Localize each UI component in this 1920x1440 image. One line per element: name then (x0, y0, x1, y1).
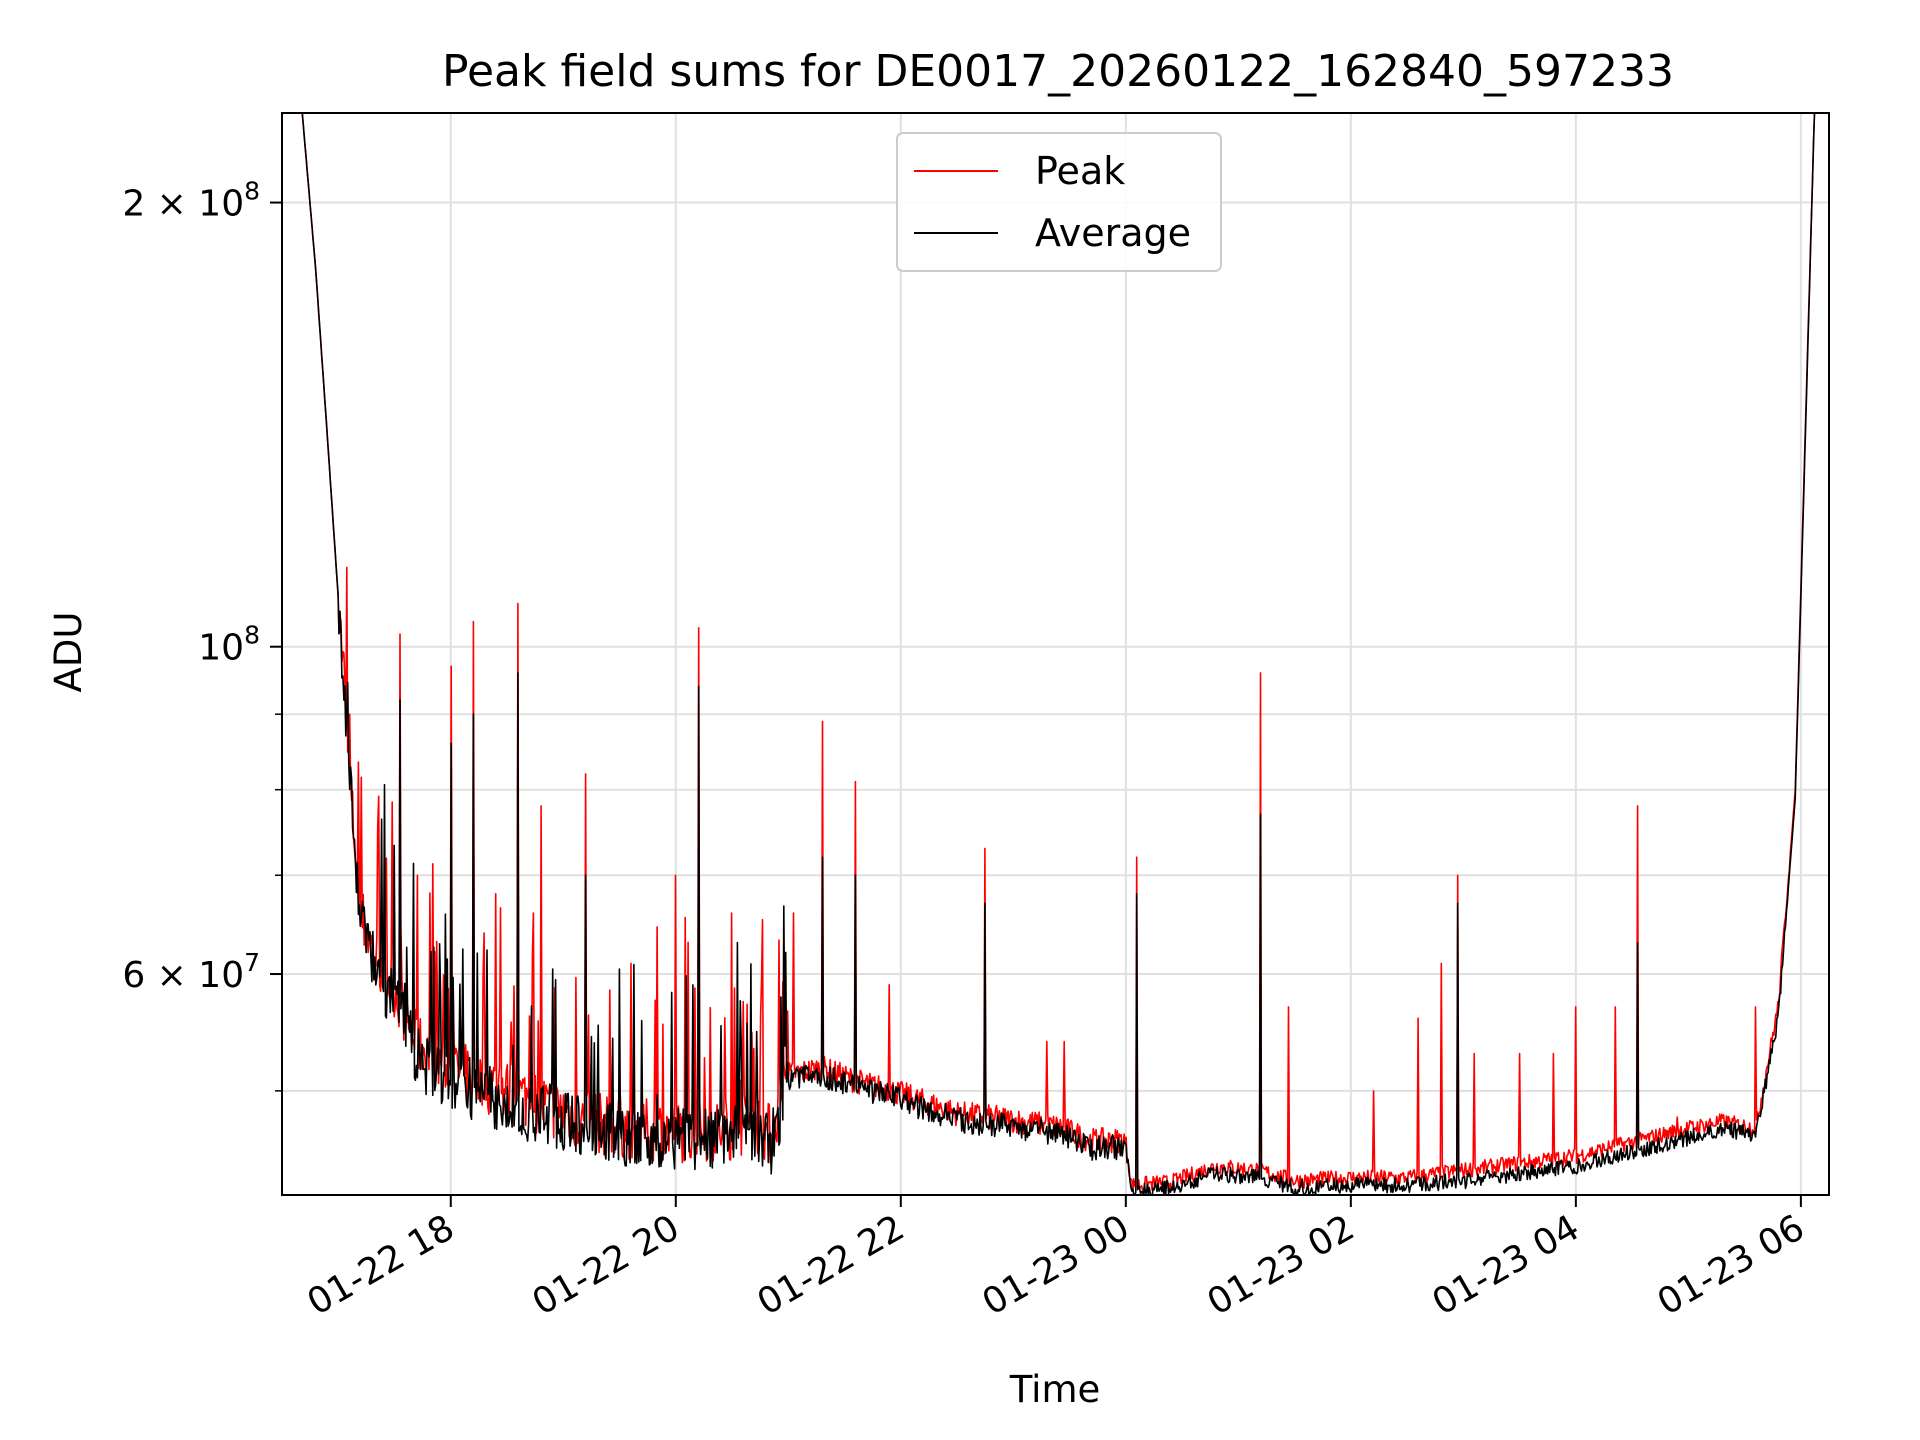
plot-frame (281, 112, 1830, 1196)
legend: Peak Average (896, 132, 1222, 272)
legend-label-average: Average (1035, 211, 1191, 255)
y-tick-label: 2 × 108 (122, 177, 260, 225)
legend-box (896, 132, 1222, 272)
plot-lines (282, 112, 1829, 1196)
x-axis-label: Time (1009, 1368, 1101, 1411)
series-average-line (282, 112, 1829, 1196)
legend-label-peak: Peak (1035, 149, 1125, 193)
series-peak-line (282, 112, 1829, 1193)
chart-title: Peak field sums for DE0017_20260122_1628… (442, 46, 1674, 97)
y-tick-label: 6 × 107 (122, 948, 260, 996)
y-tick-label: 108 (198, 621, 260, 669)
y-axis-label: ADU (47, 612, 90, 693)
